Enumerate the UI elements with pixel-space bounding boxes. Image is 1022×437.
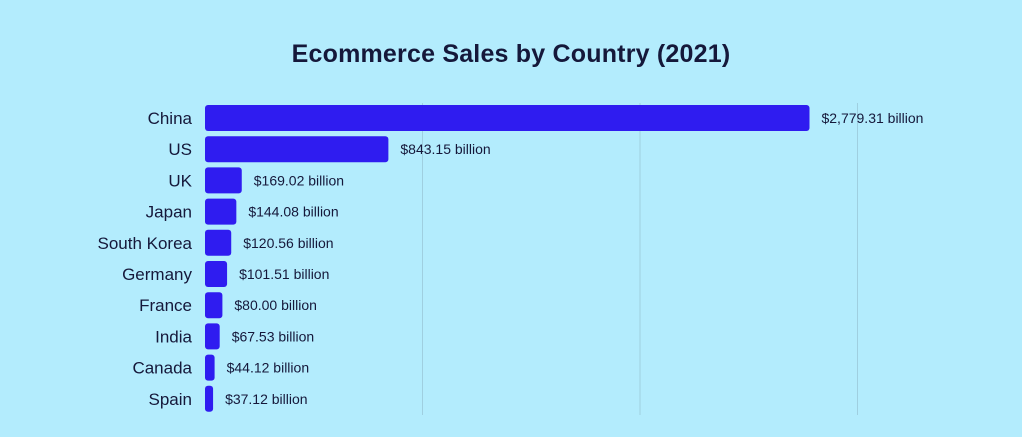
category-label: South Korea <box>97 234 192 253</box>
category-label: Germany <box>122 265 192 284</box>
bar <box>205 354 215 381</box>
category-label: UK <box>168 171 192 190</box>
category-label: Japan <box>146 203 192 222</box>
value-label: $2,779.31 billion <box>821 110 923 126</box>
value-label: $101.51 billion <box>239 266 329 282</box>
bar <box>205 229 232 256</box>
bar <box>205 323 220 350</box>
category-label: Canada <box>132 359 192 378</box>
bar <box>205 136 389 163</box>
value-label: $80.00 billion <box>234 297 317 313</box>
category-label: India <box>155 327 192 346</box>
category-label: Spain <box>149 390 192 409</box>
category-label: France <box>139 296 192 315</box>
value-label: $169.02 billion <box>254 172 344 188</box>
value-label: $144.08 billion <box>248 204 338 220</box>
bar <box>205 105 810 131</box>
value-label: $37.12 billion <box>225 391 308 407</box>
value-label: $44.12 billion <box>227 360 310 376</box>
value-label: $67.53 billion <box>232 328 315 344</box>
value-label: $120.56 billion <box>243 235 333 251</box>
bar <box>205 167 242 194</box>
bar <box>205 198 237 225</box>
category-label: China <box>148 109 193 128</box>
bar <box>205 292 223 319</box>
value-label: $843.15 billion <box>400 141 490 157</box>
category-label: US <box>168 140 192 159</box>
bar <box>205 385 214 412</box>
chart-title: Ecommerce Sales by Country (2021) <box>291 40 731 68</box>
bar <box>205 261 228 287</box>
